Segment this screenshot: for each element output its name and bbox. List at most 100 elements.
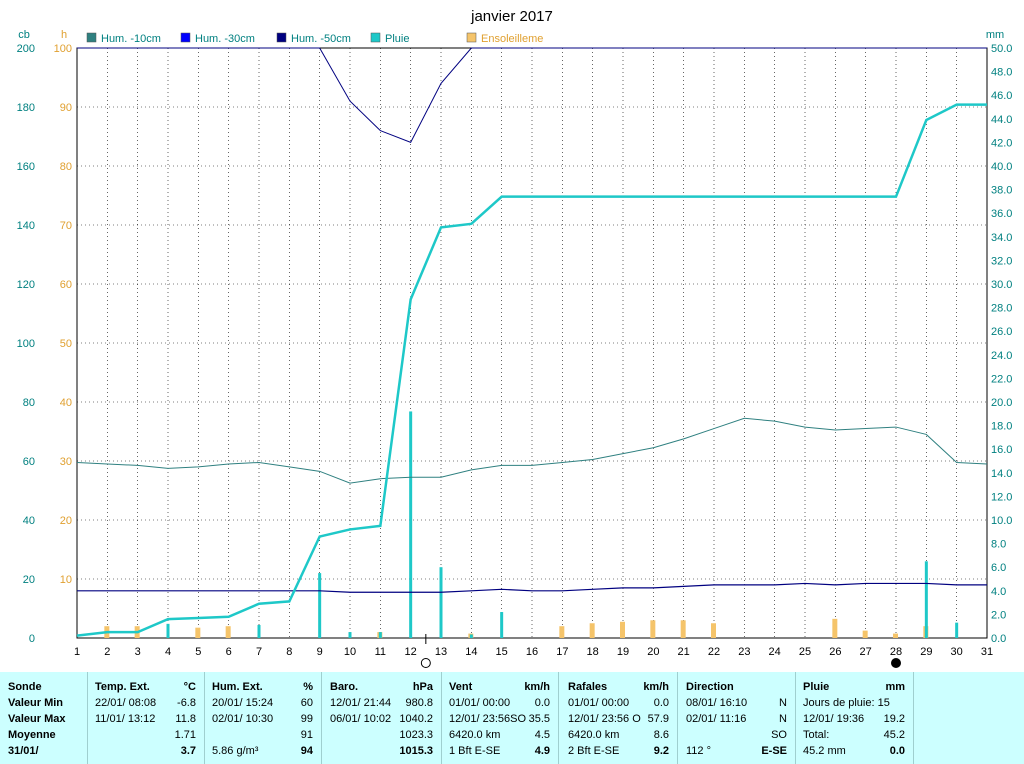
- tick-h: 70: [60, 220, 72, 232]
- tick-mm: 32.0: [991, 255, 1012, 267]
- rain-bar: [348, 632, 352, 638]
- baro-row-value: 1040.2: [399, 713, 433, 725]
- hum50-line: [77, 582, 987, 593]
- legend-label: Hum. -50cm: [291, 33, 351, 45]
- tick-mm: 42.0: [991, 137, 1012, 149]
- tick-day: 16: [526, 646, 538, 658]
- rain-bar: [257, 625, 261, 638]
- tick-h: 60: [60, 279, 72, 291]
- tick-h: 40: [60, 397, 72, 409]
- vent-unit: km/h: [524, 681, 550, 693]
- tick-mm: 22.0: [991, 373, 1012, 385]
- rafales-row-label: 6420.0 km: [568, 729, 620, 741]
- summary-table: Sonde Valeur Min Valeur Max Moyenne 31/0…: [0, 672, 1024, 764]
- sonde-header: Sonde: [8, 681, 42, 693]
- rain-bar: [378, 632, 382, 638]
- rain-bar: [469, 634, 473, 638]
- tick-cb: 80: [23, 397, 35, 409]
- rain-bar: [500, 612, 504, 638]
- temp-unit: °C: [183, 681, 196, 693]
- hum-row-value: 99: [300, 713, 313, 725]
- vent-row-label: 12/01/ 23:56SO: [449, 713, 527, 725]
- tick-cb: 20: [23, 574, 35, 586]
- temp-row-label: 11/01/ 13:12: [95, 713, 156, 725]
- tick-day: 18: [587, 646, 599, 658]
- tick-day: 23: [738, 646, 750, 658]
- pluie-row-value: 45.2: [883, 729, 905, 741]
- rafales-row-label: 01/01/ 00:00: [568, 697, 630, 709]
- tick-day: 4: [165, 646, 171, 658]
- baro-header: Baro.: [330, 681, 359, 693]
- tick-day: 8: [286, 646, 292, 658]
- axis-label-cb: cb: [18, 29, 30, 41]
- tick-mm: 16.0: [991, 444, 1012, 456]
- hum10-line: [76, 417, 988, 484]
- pluie-row-label: 45.2 mm: [803, 745, 846, 757]
- tick-day: 28: [890, 646, 902, 658]
- vent-row-label: 01/01/ 00:00: [449, 697, 511, 709]
- sun-bar: [650, 620, 656, 638]
- tick-day: 14: [465, 646, 477, 658]
- tick-mm: 30.0: [991, 279, 1012, 291]
- tick-day: 31: [981, 646, 993, 658]
- tick-day: 25: [799, 646, 811, 658]
- sun-bar: [832, 618, 838, 638]
- tick-cb: 100: [17, 338, 35, 350]
- rafales-unit: km/h: [643, 681, 669, 693]
- tick-day: 11: [375, 646, 386, 658]
- sun-bar: [589, 623, 595, 638]
- hum-row-label: 20/01/ 15:24: [212, 697, 274, 709]
- tick-h: 30: [60, 456, 72, 468]
- legend-label: Hum. -10cm: [101, 33, 161, 45]
- vent-row-label: 6420.0 km: [449, 729, 501, 741]
- sonde-row-3: 31/01/: [8, 745, 39, 757]
- chart-title: janvier 2017: [470, 8, 553, 25]
- temp-header: Temp. Ext.: [95, 681, 150, 693]
- direction-row-label: 112 °: [686, 745, 711, 757]
- filled-circle-marker: [891, 658, 901, 668]
- tick-day: 2: [104, 646, 110, 658]
- tick-mm: 38.0: [991, 185, 1012, 197]
- sun-bar: [559, 626, 565, 638]
- tick-mm: 28.0: [991, 303, 1012, 315]
- tick-mm: 14.0: [991, 468, 1012, 480]
- tick-cb: 160: [17, 161, 35, 173]
- tick-day: 29: [920, 646, 932, 658]
- baro-row-label: 06/01/ 10:02: [330, 713, 392, 725]
- tick-cb: 40: [23, 515, 35, 527]
- vent-header: Vent: [449, 681, 473, 693]
- tick-h: 90: [60, 102, 72, 114]
- tick-day: 27: [860, 646, 872, 658]
- legend-swatch: [466, 32, 477, 43]
- sun-bar: [680, 620, 686, 638]
- rain-bar: [409, 411, 413, 638]
- legend-swatch: [370, 32, 381, 43]
- rain-bar: [924, 561, 928, 638]
- sun-bar: [893, 633, 898, 638]
- direction-header: Direction: [686, 681, 734, 693]
- tick-day: 3: [135, 646, 141, 658]
- grid: [76, 47, 988, 639]
- col-hum: Hum. Ext.% 20/01/ 15:24 60 02/01/ 10:30 99 91…: [204, 672, 322, 764]
- temp-row-label: 22/01/ 08:08: [95, 697, 157, 709]
- legend-swatch: [180, 32, 191, 43]
- vent-row-label: 1 Bft E-SE: [449, 745, 501, 757]
- tick-mm: 36.0: [991, 208, 1012, 220]
- direction-row-value: E-SE: [761, 745, 787, 757]
- col-pluie: Pluie mm Jours de pluie: 15 12/01/ 19:36 19.…: [795, 672, 914, 764]
- tick-mm: 50.0: [991, 43, 1012, 55]
- markers: [420, 634, 901, 668]
- direction-row-value: SO: [771, 729, 787, 741]
- pluie-header: Pluie: [803, 681, 830, 693]
- open-circle-marker: [420, 658, 431, 668]
- rafales-row-value: 0.0: [653, 697, 669, 709]
- hum30-line: [77, 47, 987, 144]
- tick-h: 100: [54, 43, 72, 55]
- hum-unit: %: [303, 681, 313, 693]
- tick-day: 12: [405, 646, 417, 658]
- rafales-row-value: 8.6: [653, 729, 669, 741]
- tick-day: 7: [256, 646, 262, 658]
- tick-h: 20: [60, 515, 72, 527]
- rain-bar: [439, 567, 443, 638]
- sonde-row-0: Valeur Min: [8, 697, 64, 709]
